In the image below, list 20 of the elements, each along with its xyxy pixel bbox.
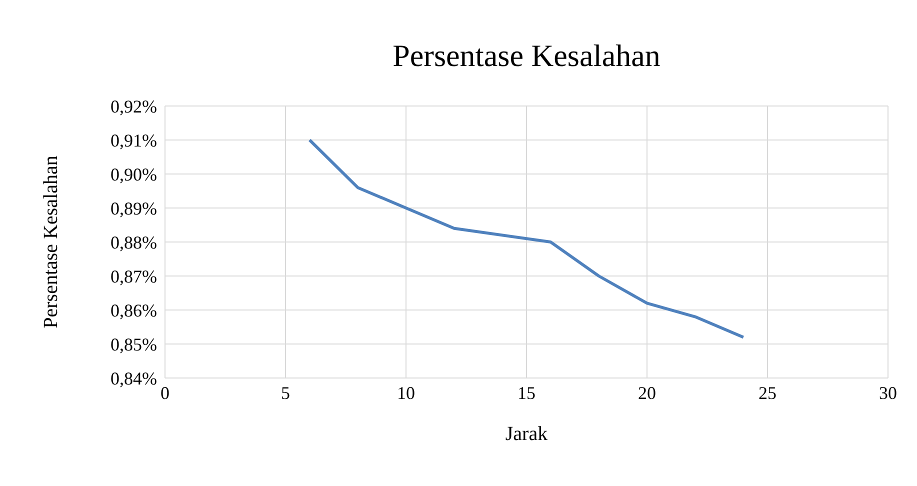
line-series [308, 138, 745, 339]
y-tick-label: 0,92% [110, 96, 157, 116]
x-tick-label: 5 [281, 382, 290, 403]
y-tick-label: 0,91% [110, 130, 157, 150]
y-tick-label: 0,84% [110, 368, 157, 388]
y-tick-label: 0,85% [110, 334, 157, 354]
x-axis-title: Jarak [505, 423, 548, 445]
y-tick-label: 0,89% [110, 198, 157, 218]
x-tick-label: 30 [879, 382, 897, 403]
y-axis-title: Persentase Kesalahan [40, 156, 62, 328]
y-tick-label: 0,88% [110, 232, 157, 252]
y-tick-label: 0,86% [110, 300, 157, 320]
chart-title: Persentase Kesalahan [392, 38, 662, 74]
y-tick-label: 0,90% [110, 164, 157, 184]
x-tick-label: 20 [638, 382, 656, 403]
x-tick-label: 10 [397, 382, 415, 403]
y-tick-label: 0,87% [110, 266, 157, 286]
x-tick-label: 25 [758, 382, 776, 403]
x-tick-label: 0 [160, 382, 170, 403]
x-tick-label: 15 [518, 382, 536, 403]
